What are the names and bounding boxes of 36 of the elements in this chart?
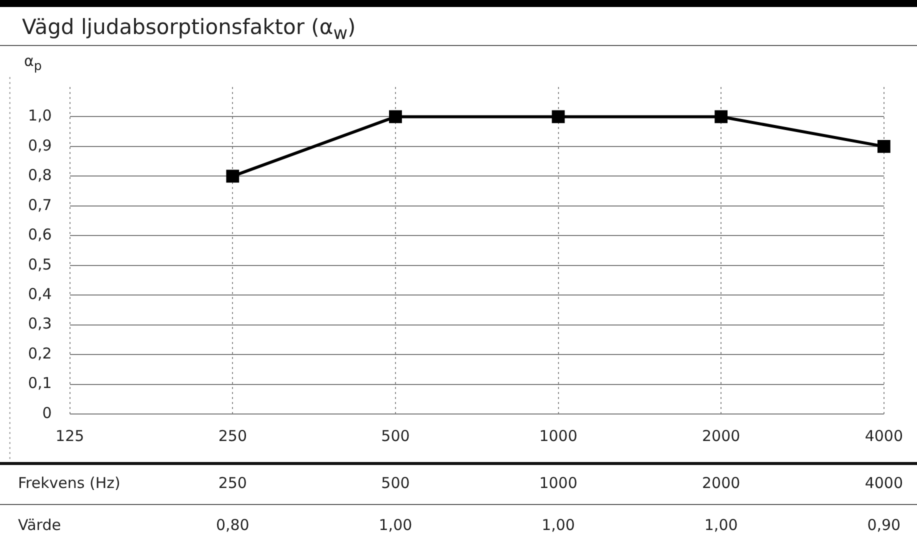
category-label: 2000 xyxy=(702,474,740,492)
text: Värde xyxy=(18,516,61,534)
x-tick-label: 2000 xyxy=(702,426,740,445)
category-label: 500 xyxy=(381,474,410,492)
category-label: 1000 xyxy=(539,474,578,492)
category-label: 4000 xyxy=(864,474,903,492)
y-tick-label: 1,0 xyxy=(28,106,52,125)
x-tick-label: 125 xyxy=(56,426,84,445)
y-tick-label: 0,1 xyxy=(28,374,52,392)
x-tick-label: 500 xyxy=(381,426,410,445)
data-label: 0,80 xyxy=(216,516,250,534)
y-tick-label: 0,3 xyxy=(28,314,52,333)
data-label: 1,00 xyxy=(378,516,412,534)
y-axis-title: α$_{p}$ xyxy=(24,52,42,73)
point xyxy=(226,170,240,183)
text: Frekvens (Hz) xyxy=(18,474,120,492)
x-tick-label: 1000 xyxy=(539,426,578,445)
y-tick-label: 0,5 xyxy=(28,255,52,274)
data-label: 1,00 xyxy=(704,516,738,534)
y-tick-label: 0,8 xyxy=(28,166,52,184)
data-label: 1,00 xyxy=(542,516,575,534)
x-tick-label: 250 xyxy=(218,426,247,445)
chart-title: Vägd ljudabsorptionsfaktor (α$_{w}$) xyxy=(0,0,917,46)
point xyxy=(389,110,402,124)
point xyxy=(552,110,565,124)
y-tick-label: 0,2 xyxy=(28,344,52,362)
point xyxy=(714,110,728,124)
y-tick-label: 0,9 xyxy=(28,136,52,154)
y-tick-label: 0,4 xyxy=(28,284,52,303)
data-label: 0,90 xyxy=(867,516,901,534)
y-tick-label: 0 xyxy=(42,404,52,422)
y-tick-label: 0,7 xyxy=(28,196,52,214)
point xyxy=(877,140,890,153)
category-label: 250 xyxy=(218,474,247,492)
x-tick-label: 4000 xyxy=(864,426,904,445)
y-tick-label: 0,6 xyxy=(28,226,52,244)
